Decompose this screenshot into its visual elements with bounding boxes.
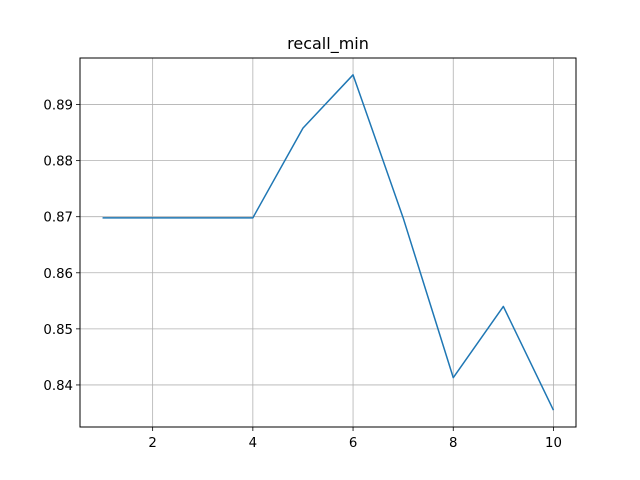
series-layer [102, 74, 555, 411]
x-tick-label: 10 [545, 436, 562, 451]
grid [80, 58, 576, 427]
x-tick-label: 4 [249, 436, 257, 451]
ticks: 2 4 6 8 10 0.84 0.85 0.86 0.87 0.88 0.89 [43, 99, 562, 451]
chart-title: recall_min [287, 34, 369, 54]
y-tick-label: 0.88 [43, 155, 73, 170]
y-tick-label: 0.85 [43, 323, 73, 338]
y-tick-label: 0.89 [43, 99, 73, 114]
x-tick-label: 2 [148, 436, 156, 451]
y-tick-label: 0.87 [43, 211, 73, 226]
series-line [102, 74, 555, 411]
y-tick-label: 0.86 [43, 267, 73, 282]
plot-frame [79, 57, 577, 428]
x-tick-label: 6 [349, 436, 357, 451]
y-tick-label: 0.84 [43, 379, 73, 394]
x-tick-label: 8 [449, 436, 457, 451]
